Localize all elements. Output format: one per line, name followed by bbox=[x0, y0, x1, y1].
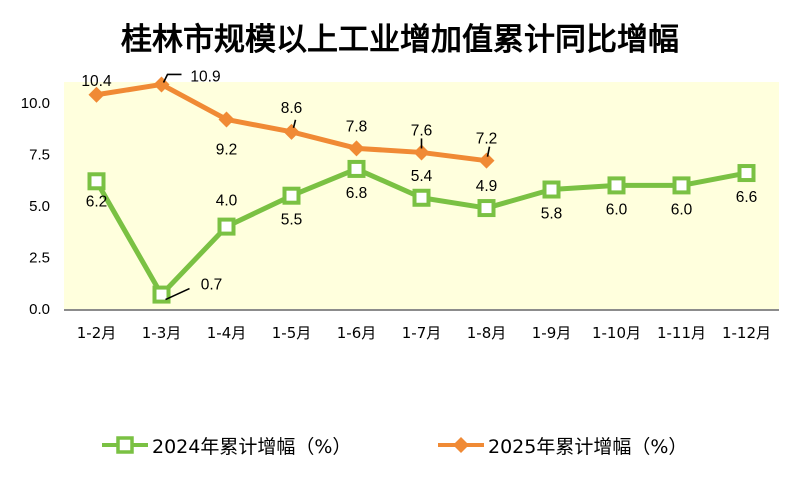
x-tick-label: 1-5月 bbox=[272, 324, 312, 342]
legend-item-2024: 2024年累计增幅（%） bbox=[100, 428, 351, 462]
legend-item-2025: 2025年累计增幅（%） bbox=[436, 428, 687, 462]
legend: 2024年累计增幅（%） 2025年累计增幅（%） bbox=[0, 428, 800, 462]
data-label: 6.0 bbox=[606, 201, 628, 218]
x-tick-label: 1-10月 bbox=[592, 324, 641, 342]
x-tick-label: 1-12月 bbox=[722, 324, 771, 342]
data-point-square bbox=[737, 164, 756, 183]
label-leader-line bbox=[486, 146, 491, 157]
x-tick-label: 1-7月 bbox=[402, 324, 442, 342]
data-label: 7.2 bbox=[476, 131, 498, 148]
data-point-diamond bbox=[88, 86, 105, 103]
data-point-square bbox=[412, 188, 431, 207]
y-tick-label: 5.0 bbox=[29, 198, 50, 215]
data-label: 0.7 bbox=[201, 277, 223, 294]
data-label: 5.5 bbox=[281, 212, 303, 229]
legend-marker-diamond-icon bbox=[438, 437, 484, 453]
data-point-square bbox=[87, 172, 106, 191]
data-point-square bbox=[217, 217, 236, 236]
data-label: 10.4 bbox=[81, 73, 112, 90]
data-point-diamond bbox=[478, 152, 495, 169]
data-label: 4.9 bbox=[476, 178, 498, 195]
x-tick-label: 1-11月 bbox=[657, 324, 706, 342]
x-tick-label: 1-4月 bbox=[207, 324, 247, 342]
data-label: 9.2 bbox=[216, 141, 238, 158]
data-point-diamond bbox=[413, 144, 430, 161]
data-label: 6.0 bbox=[671, 201, 693, 218]
x-tick-label: 1-8月 bbox=[467, 324, 507, 342]
data-point-square bbox=[282, 186, 301, 205]
label-leader-line bbox=[162, 73, 182, 83]
data-point-square bbox=[152, 285, 171, 304]
x-tick-label: 1-3月 bbox=[142, 324, 182, 342]
data-point-diamond bbox=[348, 140, 365, 157]
data-label: 7.8 bbox=[346, 118, 368, 135]
x-tick-label: 1-9月 bbox=[532, 324, 572, 342]
data-point-square bbox=[477, 199, 496, 218]
data-label: 8.6 bbox=[281, 100, 303, 117]
y-tick-label: 7.5 bbox=[29, 147, 50, 164]
data-label: 6.2 bbox=[86, 193, 108, 210]
y-tick-label: 2.5 bbox=[29, 250, 50, 267]
data-label: 7.6 bbox=[411, 122, 433, 139]
data-point-diamond bbox=[283, 123, 300, 140]
data-point-diamond bbox=[153, 76, 170, 93]
label-leader-line bbox=[165, 287, 190, 301]
label-leader-line bbox=[292, 119, 297, 129]
data-point-square bbox=[347, 159, 366, 178]
legend-label-2025: 2025年累计增幅（%） bbox=[488, 435, 688, 458]
chart-title: 桂林市规模以上工业增加值累计同比增幅 bbox=[121, 22, 679, 58]
data-point-diamond bbox=[218, 111, 235, 128]
y-tick-label: 10.0 bbox=[21, 95, 50, 112]
y-tick-label: 0.0 bbox=[29, 301, 50, 318]
data-label: 5.4 bbox=[411, 168, 433, 185]
legend-label-2024: 2024年累计增幅（%） bbox=[152, 435, 352, 458]
data-label: 10.9 bbox=[190, 68, 220, 85]
legend-marker-square-icon bbox=[102, 436, 148, 454]
x-tick-label: 1-6月 bbox=[337, 324, 377, 342]
data-point-square bbox=[542, 180, 561, 199]
data-label: 6.8 bbox=[346, 185, 368, 202]
x-tick-label: 1-2月 bbox=[77, 324, 117, 342]
data-point-square bbox=[672, 176, 691, 195]
data-point-square bbox=[607, 176, 626, 195]
data-label: 6.6 bbox=[736, 189, 758, 206]
data-label: 4.0 bbox=[216, 193, 238, 210]
data-label: 5.8 bbox=[541, 206, 563, 223]
